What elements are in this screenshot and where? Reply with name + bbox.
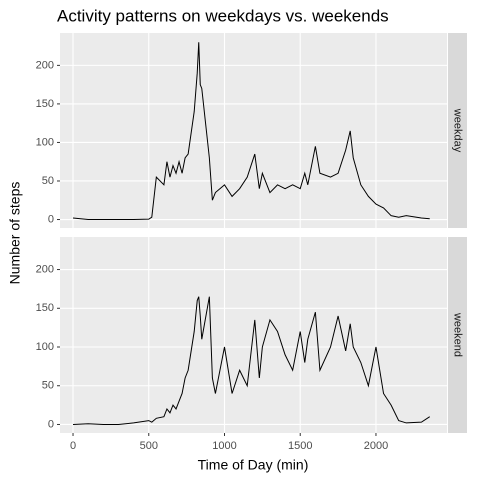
facet-strip: [448, 33, 467, 228]
y-tick-label: 50: [42, 380, 54, 392]
y-tick-label: 200: [36, 263, 54, 275]
x-tick-label: 500: [140, 440, 158, 452]
facet-strip: [448, 237, 467, 433]
y-tick-label: 0: [48, 213, 54, 225]
facet-label: weekend: [452, 312, 464, 357]
y-tick-label: 100: [36, 136, 54, 148]
y-tick-label: 100: [36, 341, 54, 353]
panel-background: [60, 33, 447, 228]
line: [73, 296, 431, 425]
y-tick-label: 50: [42, 175, 54, 187]
y-axis-label: Number of steps: [7, 182, 23, 285]
y-tick-label: 150: [36, 302, 54, 314]
y-tick-label: 150: [36, 98, 54, 110]
x-tick-label: 1500: [288, 440, 312, 452]
x-tick-label: 2000: [364, 440, 388, 452]
chart-title: Activity patterns on weekdays vs. weeken…: [57, 6, 389, 25]
y-tick-label: 0: [48, 418, 54, 430]
x-tick-label: 1000: [212, 440, 236, 452]
x-tick-label: 0: [70, 440, 76, 452]
line: [72, 42, 430, 221]
facet-label: weekday: [452, 108, 464, 153]
y-tick-label: 200: [36, 59, 54, 71]
x-axis-label: Time of Day (min): [198, 457, 309, 473]
